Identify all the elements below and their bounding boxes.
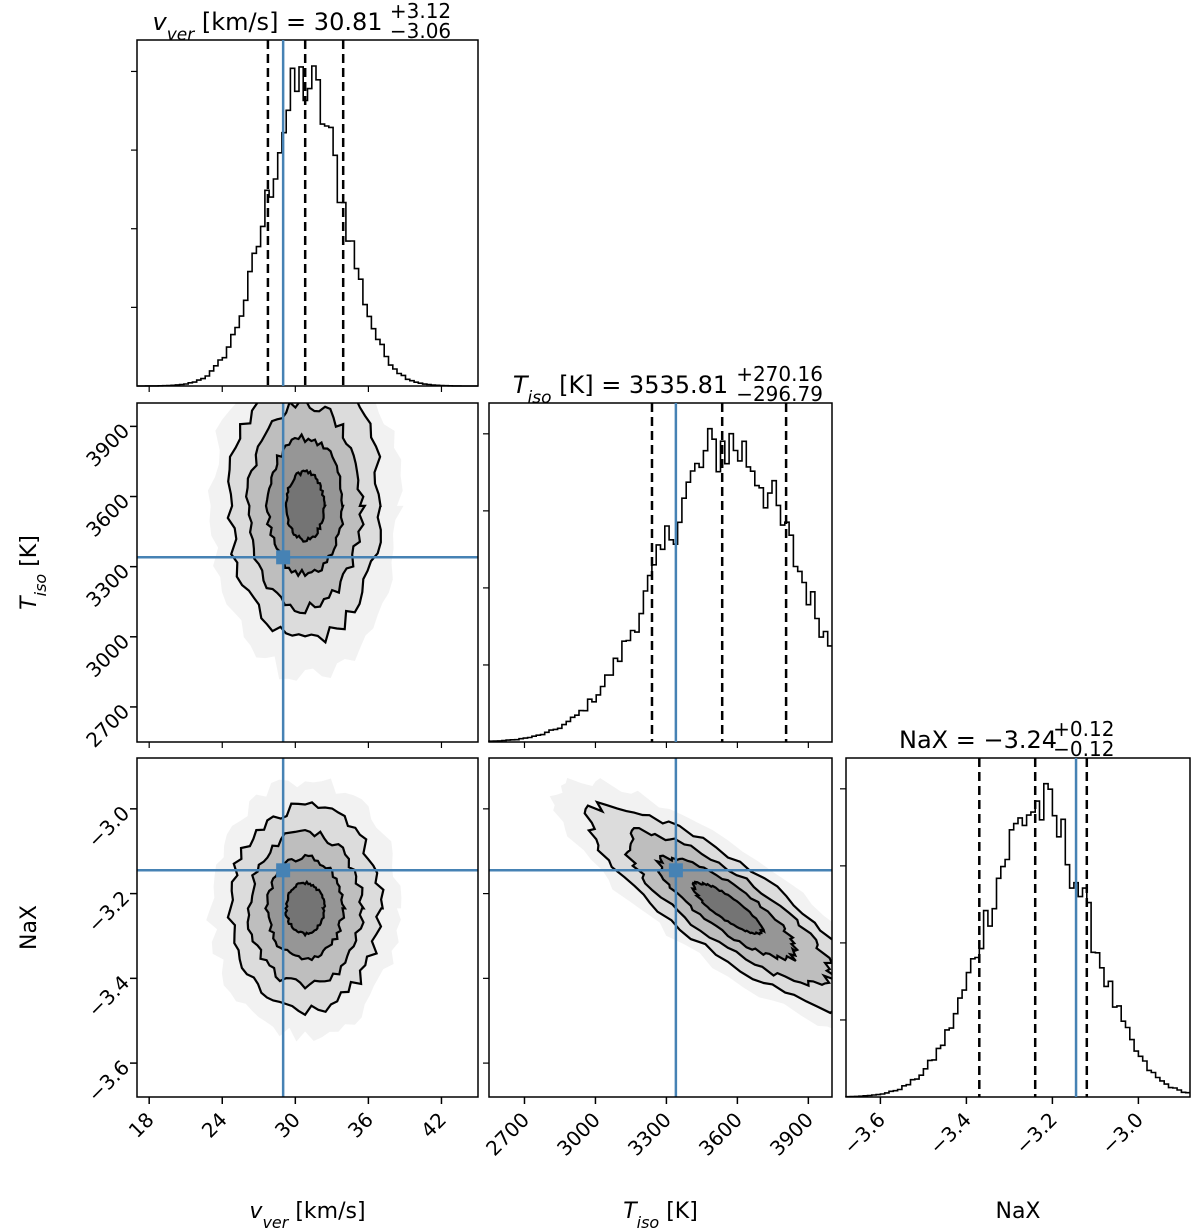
xtick-label-NaX: −3.2 [1011, 1108, 1062, 1159]
density-contours [137, 758, 478, 1097]
panel-frame [136, 402, 479, 743]
truth-marker [668, 863, 683, 878]
ytick-label-NaX: −3.4 [83, 971, 134, 1022]
xtick-label-T_iso: 3900 [765, 1108, 818, 1161]
xtick-label-v_ver: 36 [343, 1108, 378, 1143]
hist-title-plus: +0.12 [1053, 717, 1114, 741]
density-contours [137, 403, 478, 742]
ytick-label-T_iso: 3300 [81, 559, 134, 612]
hist-title-minus: −3.06 [390, 19, 451, 43]
yaxis-label-T_iso: Tiso [K] [17, 535, 50, 610]
scatter-panel-T_iso-NaX [488, 757, 833, 1098]
xaxis-label-NaX: NaX [995, 1199, 1040, 1224]
truth-marker [276, 550, 291, 565]
hist-frame [845, 757, 1191, 1098]
yaxis-label-NaX: NaX [17, 905, 42, 950]
hist-title-minus: −296.79 [736, 382, 823, 406]
hist-panel-NaX: NaX = −3.24+0.12−0.12 [840, 717, 1191, 1098]
xtick-label-NaX: −3.4 [925, 1108, 976, 1159]
hist-line [137, 65, 478, 387]
contour-level-4 [690, 880, 766, 936]
hist-title-plus: +3.12 [390, 0, 451, 23]
xaxis-label-v_ver: vver [km/s] [249, 1199, 365, 1229]
hist-frame [488, 402, 833, 743]
hist-line [488, 427, 832, 742]
scatter-panel-v_ver-NaX [136, 757, 479, 1098]
panel-frame [488, 757, 833, 1098]
xaxis-label-T_iso: Tiso [K] [623, 1199, 698, 1229]
hist-title-NaX: NaX = −3.24 [899, 726, 1057, 754]
ytick-label-T_iso: 3900 [81, 419, 134, 472]
xtick-label-T_iso: 2700 [481, 1108, 534, 1161]
truth-marker [276, 863, 291, 878]
xtick-label-v_ver: 42 [416, 1108, 451, 1143]
hist-line [845, 782, 1190, 1098]
xtick-label-v_ver: 24 [197, 1108, 232, 1143]
ytick-label-T_iso: 3000 [81, 629, 134, 682]
ytick-label-T_iso: 2700 [81, 699, 134, 752]
density-contours [489, 758, 832, 1097]
xtick-label-v_ver: 18 [124, 1108, 159, 1143]
ytick-label-NaX: −3.0 [83, 801, 134, 852]
hist-title-minus: −0.12 [1053, 737, 1114, 761]
ytick-label-NaX: −3.2 [83, 886, 134, 937]
xtick-label-T_iso: 3600 [694, 1108, 747, 1161]
xtick-label-NaX: −3.6 [839, 1108, 890, 1159]
ytick-label-NaX: −3.6 [83, 1055, 134, 1106]
hist-panel-T_iso: Tiso [K] = 3535.81 +270.16−296.79 [483, 362, 833, 743]
hist-panel-v_ver: vver [km/s] = 30.81 +3.12−3.06 [131, 0, 479, 387]
hist-title-plus: +270.16 [736, 362, 823, 386]
xtick-label-T_iso: 3000 [552, 1108, 605, 1161]
xtick-label-T_iso: 3300 [623, 1108, 676, 1161]
hist-title-v_ver: vver [km/s] = 30.81 [152, 8, 382, 45]
hist-title-T_iso: Tiso [K] = 3535.81 [513, 371, 728, 408]
scatter-panel-v_ver-T_iso [136, 402, 479, 743]
xtick-label-v_ver: 30 [270, 1108, 305, 1143]
xtick-label-NaX: −3.0 [1097, 1108, 1148, 1159]
ytick-label-T_iso: 3600 [81, 489, 134, 542]
panel-frame [136, 757, 479, 1098]
contour-level-4 [284, 469, 327, 543]
contour-level-4 [284, 879, 327, 938]
hist-frame [136, 39, 479, 387]
